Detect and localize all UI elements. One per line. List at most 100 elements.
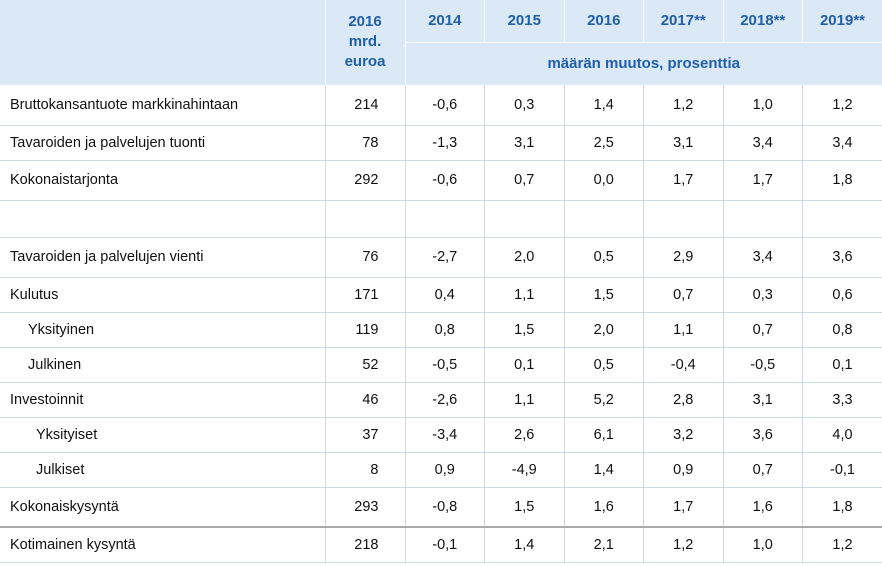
value-cell: 1,0 bbox=[722, 526, 803, 563]
value-cell: 3,1 bbox=[722, 382, 803, 418]
base-year-header: 2016 mrd. euroa bbox=[324, 0, 405, 85]
row-label: Investoinnit bbox=[0, 382, 325, 418]
value-cell: 3,1 bbox=[643, 125, 723, 161]
value-cell: 0,7 bbox=[722, 312, 803, 348]
value-cell: 1,4 bbox=[484, 526, 564, 563]
value-cell: 4,0 bbox=[802, 417, 882, 453]
value-cell: -4,9 bbox=[484, 452, 564, 488]
year-header: 2018** bbox=[722, 0, 803, 42]
value-cell: -3,4 bbox=[404, 417, 485, 453]
value-cell: 0,7 bbox=[643, 277, 723, 313]
value-cell: 1,2 bbox=[802, 85, 882, 126]
value-cell: -0,6 bbox=[404, 85, 485, 126]
table-row: Yksityiset 37 -3,4 2,6 6,1 3,2 3,6 4,0 bbox=[0, 417, 882, 453]
value-cell: 1,8 bbox=[802, 487, 882, 528]
blank-cell bbox=[802, 200, 882, 238]
value-cell: -0,1 bbox=[404, 526, 485, 563]
table-row: Tavaroiden ja palvelujen tuonti 78 -1,3 … bbox=[0, 125, 882, 161]
blank-cell bbox=[643, 200, 723, 238]
value-cell: 0,8 bbox=[404, 312, 485, 348]
value-cell: 2,0 bbox=[563, 312, 644, 348]
base-value: 171 bbox=[324, 277, 405, 313]
value-cell: 5,2 bbox=[563, 382, 644, 418]
value-cell: 1,4 bbox=[563, 452, 644, 488]
value-cell: -2,7 bbox=[404, 237, 485, 278]
value-cell: 1,4 bbox=[563, 85, 644, 126]
row-label: Julkinen bbox=[0, 347, 325, 383]
value-cell: 2,0 bbox=[484, 237, 564, 278]
value-cell: 0,3 bbox=[722, 277, 803, 313]
row-label: Julkiset bbox=[0, 452, 325, 488]
value-cell: 0,3 bbox=[484, 85, 564, 126]
base-unit-line2: euroa bbox=[344, 53, 386, 70]
value-cell: 2,5 bbox=[563, 125, 644, 161]
base-value: 78 bbox=[324, 125, 405, 161]
base-value: 8 bbox=[324, 452, 405, 488]
blank-cell bbox=[404, 200, 485, 238]
base-value: 52 bbox=[324, 347, 405, 383]
blank-cell bbox=[563, 200, 644, 238]
table-body: Bruttokansantuote markkinahintaan 214 -0… bbox=[0, 85, 882, 563]
value-cell: 3,3 bbox=[802, 382, 882, 418]
year-header: 2017** bbox=[643, 0, 723, 42]
value-cell: 1,6 bbox=[563, 487, 644, 528]
row-label: Tavaroiden ja palvelujen tuonti bbox=[0, 125, 325, 161]
value-cell: 0,5 bbox=[563, 237, 644, 278]
blank-cell bbox=[324, 200, 405, 238]
value-cell: -0,8 bbox=[404, 487, 485, 528]
value-cell: 3,1 bbox=[484, 125, 564, 161]
value-cell: 3,4 bbox=[802, 125, 882, 161]
value-cell: 0,7 bbox=[484, 159, 564, 201]
value-cell: 1,8 bbox=[802, 159, 882, 201]
blank-cell bbox=[0, 200, 325, 238]
value-cell: 3,4 bbox=[722, 237, 803, 278]
value-cell: 1,7 bbox=[722, 159, 803, 201]
value-cell: 0,6 bbox=[802, 277, 882, 313]
base-value: 293 bbox=[324, 487, 405, 528]
base-value: 46 bbox=[324, 382, 405, 418]
value-cell: 0,8 bbox=[802, 312, 882, 348]
value-cell: 1,7 bbox=[643, 487, 723, 528]
row-label: Kokonaistarjonta bbox=[0, 159, 325, 201]
table-header: 2016 mrd. euroa 2014 2015 2016 2017** 20… bbox=[0, 0, 882, 85]
base-value: 37 bbox=[324, 417, 405, 453]
row-label: Bruttokansantuote markkinahintaan bbox=[0, 85, 325, 126]
base-value: 292 bbox=[324, 159, 405, 201]
value-cell: 0,0 bbox=[563, 159, 644, 201]
blank-cell bbox=[484, 200, 564, 238]
table-row: Julkinen 52 -0,5 0,1 0,5 -0,4 -0,5 0,1 bbox=[0, 347, 882, 383]
base-value: 214 bbox=[324, 85, 405, 126]
value-cell: -2,6 bbox=[404, 382, 485, 418]
value-cell: 1,1 bbox=[643, 312, 723, 348]
value-cell: 2,9 bbox=[643, 237, 723, 278]
value-cell: 3,4 bbox=[722, 125, 803, 161]
table-row: Julkiset 8 0,9 -4,9 1,4 0,9 0,7 -0,1 bbox=[0, 452, 882, 488]
value-cell: -1,3 bbox=[404, 125, 485, 161]
row-label: Yksityinen bbox=[0, 312, 325, 348]
table-row: Kokonaistarjonta 292 -0,6 0,7 0,0 1,7 1,… bbox=[0, 159, 882, 201]
value-cell: -0,5 bbox=[404, 347, 485, 383]
value-cell: 1,1 bbox=[484, 382, 564, 418]
value-cell: 1,1 bbox=[484, 277, 564, 313]
base-value: 218 bbox=[324, 526, 405, 563]
value-cell: 2,1 bbox=[563, 526, 644, 563]
value-cell: 0,1 bbox=[802, 347, 882, 383]
base-value: 76 bbox=[324, 237, 405, 278]
blank-cell bbox=[722, 200, 803, 238]
value-cell: 1,5 bbox=[484, 487, 564, 528]
value-cell: 3,2 bbox=[643, 417, 723, 453]
value-cell: -0,1 bbox=[802, 452, 882, 488]
row-label: Kokonaiskysyntä bbox=[0, 487, 325, 528]
value-cell: 1,2 bbox=[643, 85, 723, 126]
value-cell: 1,0 bbox=[722, 85, 803, 126]
base-year: 2016 bbox=[348, 13, 382, 30]
row-label: Tavaroiden ja palvelujen vienti bbox=[0, 237, 325, 278]
value-cell: 0,4 bbox=[404, 277, 485, 313]
table-row: Kokonaiskysyntä 293 -0,8 1,5 1,6 1,7 1,6… bbox=[0, 487, 882, 528]
value-cell: 2,6 bbox=[484, 417, 564, 453]
header-corner bbox=[0, 0, 326, 85]
table-row: Kulutus 171 0,4 1,1 1,5 0,7 0,3 0,6 bbox=[0, 277, 882, 313]
value-cell: 3,6 bbox=[722, 417, 803, 453]
table-row: Investoinnit 46 -2,6 1,1 5,2 2,8 3,1 3,3 bbox=[0, 382, 882, 418]
